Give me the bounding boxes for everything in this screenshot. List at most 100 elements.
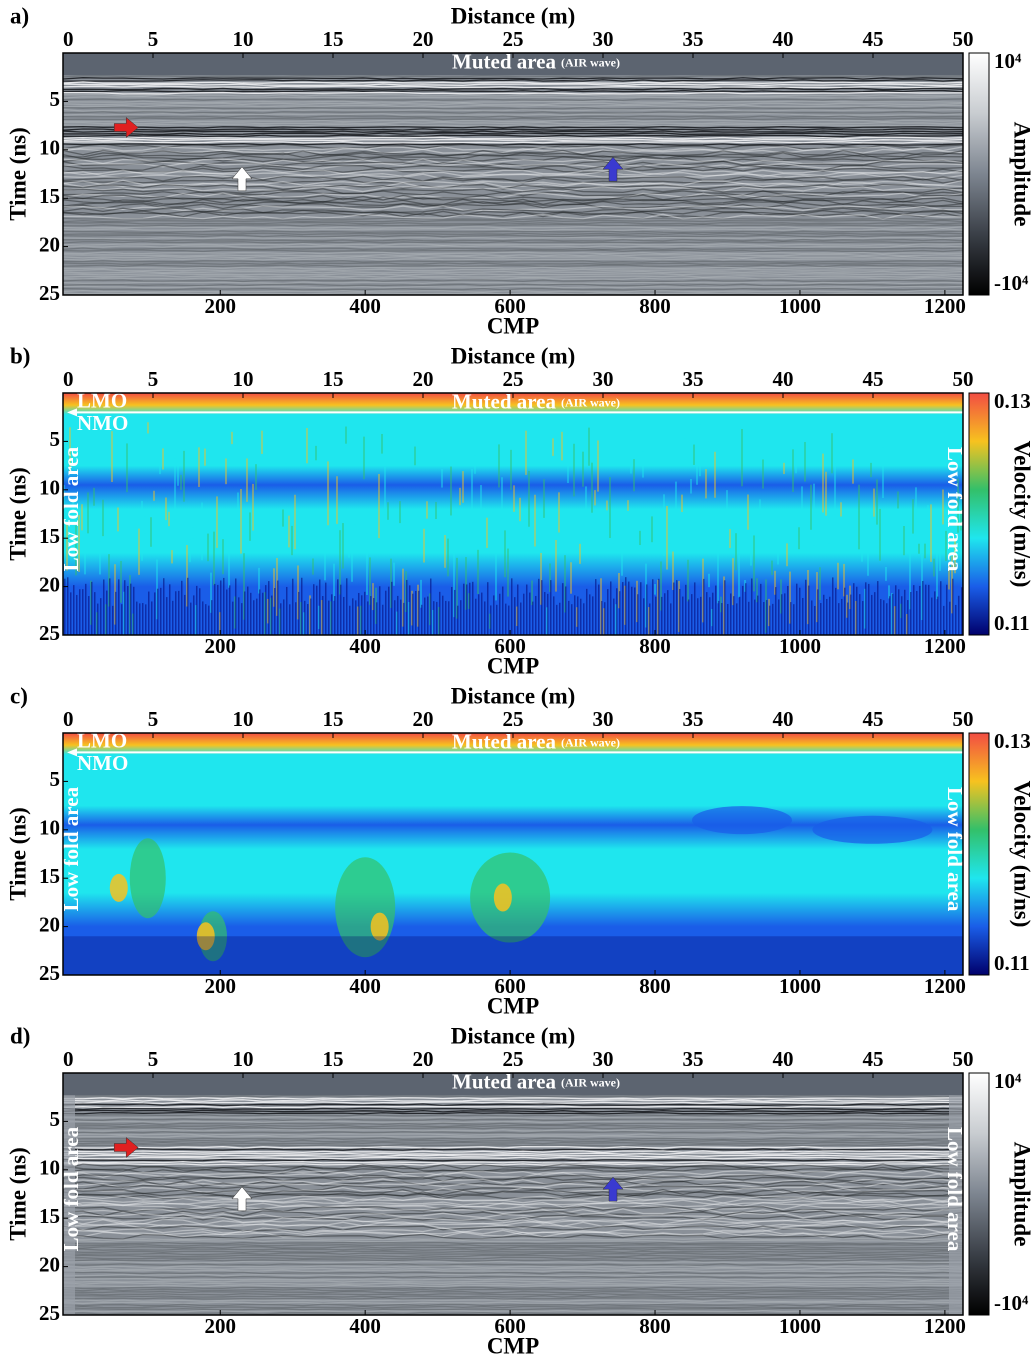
x-tick-label: 0 (63, 1047, 74, 1071)
arrow (602, 156, 624, 182)
x-axis-title: Distance (m) (451, 683, 576, 708)
colorbar (968, 52, 990, 296)
colorbar-tick-label: 0.11 (994, 611, 1030, 635)
x-tick-label: 10 (233, 1047, 254, 1071)
colorbar-tick-label: 10⁴ (994, 1069, 1022, 1093)
y-tick-label: 10 (39, 1156, 60, 1180)
x-tick-label: 30 (593, 27, 614, 51)
x-tick-label: 20 (413, 707, 434, 731)
x-tick-label: 15 (323, 27, 344, 51)
x2-tick-label: 400 (349, 1314, 381, 1338)
x-tick-label: 20 (413, 367, 434, 391)
x2-tick-label: 1200 (924, 1314, 966, 1338)
arrow (602, 1176, 624, 1202)
x2-tick-label: 1000 (779, 1314, 821, 1338)
y-tick-label: 5 (50, 87, 61, 111)
colorbar-title: Velocity (m/ns) (1010, 441, 1035, 588)
x-axis-title: Distance (m) (451, 343, 576, 368)
y-axis-title: Time (ns) (5, 807, 30, 901)
x2-tick-label: 600 (494, 294, 526, 318)
colorbar-tick-label: -10⁴ (994, 1291, 1029, 1315)
x-tick-label: 45 (863, 1047, 884, 1071)
y-tick-label: 20 (39, 1252, 60, 1276)
x2-tick-label: 200 (204, 974, 236, 998)
x2-tick-label: 800 (639, 294, 671, 318)
x-tick-label: 25 (503, 367, 524, 391)
x-tick-label: 10 (233, 707, 254, 731)
arrow (231, 1186, 253, 1212)
y-tick-label: 25 (39, 281, 60, 305)
x2-axis-title: CMP (487, 1333, 539, 1358)
image (63, 733, 963, 975)
x-tick-label: 40 (773, 707, 794, 731)
colorbar-tick-label: 0.13 (994, 389, 1031, 413)
nmo-label: NMO (77, 411, 128, 435)
x2-tick-label: 200 (204, 1314, 236, 1338)
lmo-label: LMO (77, 728, 127, 752)
colorbar-tick-label: 0.11 (994, 951, 1030, 975)
muted-label: Muted area (AIR wave) (452, 49, 620, 73)
x-tick-label: 50 (953, 1047, 974, 1071)
y-tick-label: 25 (39, 1301, 60, 1325)
x-tick-label: 50 (953, 367, 974, 391)
x-tick-label: 5 (148, 1047, 159, 1071)
x2-tick-label: 800 (639, 974, 671, 998)
y-tick-label: 20 (39, 572, 60, 596)
x-tick-label: 35 (683, 707, 704, 731)
x-tick-label: 30 (593, 1047, 614, 1071)
x-tick-label: 50 (953, 27, 974, 51)
colorbar-title: Velocity (m/ns) (1010, 781, 1035, 928)
x-tick-label: 15 (323, 707, 344, 731)
x2-tick-label: 600 (494, 634, 526, 658)
arrow (113, 1137, 139, 1159)
panel-label: b) (10, 343, 30, 368)
x-tick-label: 35 (683, 27, 704, 51)
panel: Muted area (AIR wave)Low fold area Low fol… (5, 1023, 1034, 1358)
x-tick-label: 40 (773, 367, 794, 391)
panel: Muted area (AIR wave) a) Distance (m) CMP Tim… (5, 3, 1034, 338)
colorbar-tick-label: 0.13 (994, 729, 1031, 753)
x-tick-label: 10 (233, 367, 254, 391)
x-tick-label: 30 (593, 707, 614, 731)
y-tick-label: 25 (39, 621, 60, 645)
x-axis-title: Distance (m) (451, 1023, 576, 1048)
x2-tick-label: 800 (639, 1314, 671, 1338)
y-axis-title: Time (ns) (5, 467, 30, 561)
y-tick-label: 5 (50, 767, 61, 791)
x-tick-label: 5 (148, 367, 159, 391)
panel-label: c) (10, 683, 28, 708)
x-tick-label: 15 (323, 367, 344, 391)
y-tick-label: 20 (39, 232, 60, 256)
colorbar-title: Amplitude (1010, 122, 1035, 227)
x-tick-label: 0 (63, 27, 74, 51)
y-tick-label: 5 (50, 1107, 61, 1131)
image (63, 1073, 963, 1315)
x2-tick-label: 1200 (924, 974, 966, 998)
y-tick-label: 15 (39, 524, 60, 548)
y-axis-title: Time (ns) (5, 127, 30, 221)
x2-tick-label: 1000 (779, 634, 821, 658)
y-tick-label: 15 (39, 184, 60, 208)
x-tick-label: 15 (323, 1047, 344, 1071)
x-tick-label: 5 (148, 27, 159, 51)
x2-tick-label: 1200 (924, 634, 966, 658)
x2-tick-label: 800 (639, 634, 671, 658)
x2-axis-title: CMP (487, 313, 539, 338)
x2-axis-title: CMP (487, 653, 539, 678)
colorbar-title: Amplitude (1010, 1142, 1035, 1247)
colorbar (968, 392, 990, 636)
x-tick-label: 25 (503, 1047, 524, 1071)
y-tick-label: 10 (39, 816, 60, 840)
x2-tick-label: 600 (494, 974, 526, 998)
x2-tick-label: 1000 (779, 974, 821, 998)
x-axis-title: Distance (m) (451, 3, 576, 28)
colorbar-tick-label: -10⁴ (994, 271, 1029, 295)
panel-label: d) (10, 1023, 30, 1048)
colorbar-tick-label: 10⁴ (994, 49, 1022, 73)
colorbar (968, 1072, 990, 1316)
x-tick-label: 25 (503, 707, 524, 731)
x-tick-label: 40 (773, 27, 794, 51)
x2-axis-title: CMP (487, 993, 539, 1018)
arrow (231, 166, 253, 192)
